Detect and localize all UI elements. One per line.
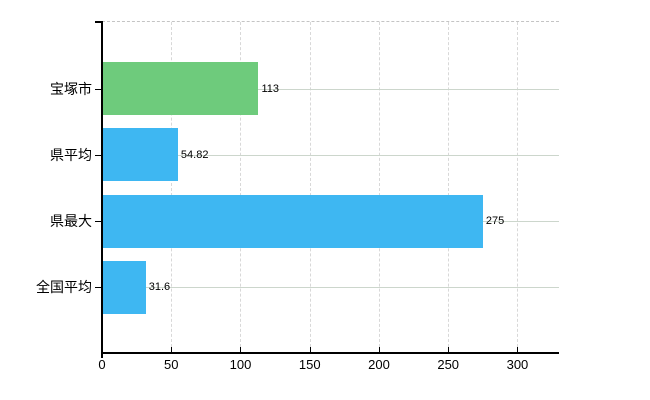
x-tick-label: 50 <box>164 357 179 372</box>
x-tick-label: 100 <box>229 357 252 372</box>
bar <box>103 62 259 115</box>
y-tick <box>95 287 102 289</box>
bar <box>103 260 146 314</box>
bar-value-label: 31.6 <box>148 281 171 294</box>
y-tick <box>95 154 102 156</box>
grid-line-horizontal <box>103 88 559 90</box>
x-tick <box>171 347 173 352</box>
y-axis <box>101 21 103 352</box>
bar <box>103 194 483 248</box>
bar-value-label: 113 <box>261 82 280 95</box>
category-label: 全国平均 <box>36 279 92 296</box>
grid-line-vertical <box>171 22 173 352</box>
x-tick <box>101 352 103 358</box>
x-tick-label: 150 <box>298 357 321 372</box>
x-tick <box>378 347 380 352</box>
y-axis-top-tick <box>95 21 102 23</box>
category-label: 県最大 <box>50 213 92 230</box>
x-axis <box>101 352 559 354</box>
bar <box>103 128 178 182</box>
category-label: 宝塚市 <box>50 80 92 97</box>
grid-line-vertical <box>448 22 450 352</box>
category-label: 県平均 <box>50 146 92 163</box>
x-tick-label: 0 <box>98 357 106 372</box>
x-tick <box>517 347 519 352</box>
grid-line-vertical <box>517 22 519 352</box>
grid-line-vertical <box>240 22 242 352</box>
y-tick <box>95 88 102 90</box>
bar-value-label: 54.82 <box>180 148 209 161</box>
x-tick-label: 250 <box>437 357 460 372</box>
y-tick <box>95 221 102 223</box>
x-tick-label: 300 <box>506 357 529 372</box>
x-tick <box>448 347 450 352</box>
x-tick <box>309 347 311 352</box>
grid-line-horizontal <box>103 287 559 289</box>
bar-value-label: 275 <box>485 215 505 228</box>
grid-line-vertical <box>309 22 311 352</box>
x-tick-label: 200 <box>368 357 390 372</box>
grid-line-horizontal <box>103 154 559 156</box>
x-tick <box>240 347 242 352</box>
grid-line-vertical <box>378 22 380 352</box>
plot-top-border <box>102 21 559 22</box>
